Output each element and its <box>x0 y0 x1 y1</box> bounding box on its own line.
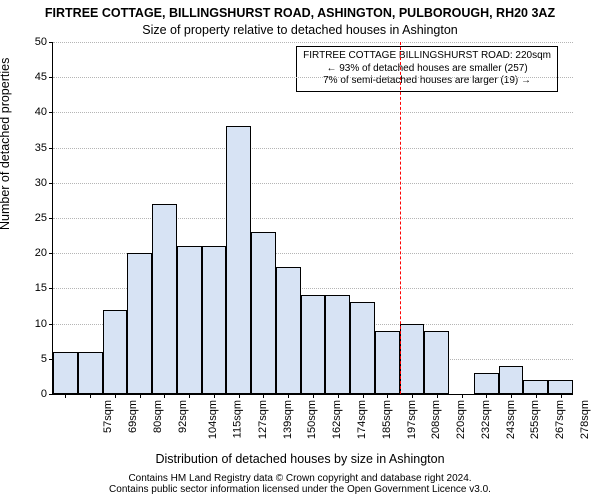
y-tick-label: 0 <box>41 388 47 400</box>
x-tick-label: 255sqm <box>529 400 541 439</box>
bar <box>152 204 177 394</box>
bar <box>375 331 400 394</box>
x-tick-label: 278sqm <box>579 400 591 439</box>
bar <box>177 246 202 394</box>
bar <box>78 352 103 394</box>
x-tick-label: 127sqm <box>257 400 269 439</box>
x-tick-label: 185sqm <box>381 400 393 439</box>
bar <box>226 126 251 394</box>
x-tick-label: 69sqm <box>127 400 139 433</box>
y-tick-label: 30 <box>35 177 47 189</box>
bar <box>548 380 573 394</box>
bar <box>301 295 326 394</box>
x-tick-label: 232sqm <box>480 400 492 439</box>
bar <box>523 380 548 394</box>
y-axis-label: Number of detached properties <box>0 58 12 230</box>
bar <box>202 246 227 394</box>
bar <box>251 232 276 394</box>
x-tick-label: 57sqm <box>102 400 114 433</box>
chart-title-address: FIRTREE COTTAGE, BILLINGSHURST ROAD, ASH… <box>0 6 600 20</box>
x-tick-label: 197sqm <box>406 400 418 439</box>
x-tick-label: 162sqm <box>331 400 343 439</box>
y-tick-label: 5 <box>41 353 47 365</box>
gridline <box>53 112 573 113</box>
y-tick-label: 50 <box>35 36 47 48</box>
x-tick-label: 220sqm <box>455 400 467 439</box>
y-tick-label: 45 <box>35 71 47 83</box>
footer-attribution: Contains HM Land Registry data © Crown c… <box>0 473 600 495</box>
x-tick-label: 139sqm <box>282 400 294 439</box>
x-tick-label: 174sqm <box>356 400 368 439</box>
gridline <box>53 77 573 78</box>
y-tick-label: 20 <box>35 247 47 259</box>
bar <box>400 324 425 394</box>
gridline <box>53 218 573 219</box>
bar <box>350 302 375 394</box>
y-tick-label: 40 <box>35 106 47 118</box>
bar <box>276 267 301 394</box>
y-tick-label: 25 <box>35 212 47 224</box>
x-tick-label: 115sqm <box>232 400 244 438</box>
chart-subtitle: Size of property relative to detached ho… <box>0 23 600 37</box>
bar <box>325 295 350 394</box>
chart-container: FIRTREE COTTAGE, BILLINGSHURST ROAD, ASH… <box>0 0 600 500</box>
x-axis-label: Distribution of detached houses by size … <box>0 452 600 466</box>
x-tick-label: 243sqm <box>505 400 517 439</box>
gridline <box>53 148 573 149</box>
plot-area: FIRTREE COTTAGE BILLINGSHURST ROAD: 220s… <box>52 42 573 395</box>
gridline <box>53 42 573 43</box>
y-tick-label: 15 <box>35 282 47 294</box>
annotation-line1: FIRTREE COTTAGE BILLINGSHURST ROAD: 220s… <box>303 50 551 61</box>
bar <box>474 373 499 394</box>
annotation-box: FIRTREE COTTAGE BILLINGSHURST ROAD: 220s… <box>296 46 558 92</box>
x-tick-label: 80sqm <box>152 400 164 433</box>
x-tick-label: 150sqm <box>307 400 319 439</box>
x-tick-label: 267sqm <box>554 400 566 439</box>
x-tick-label: 92sqm <box>177 400 189 433</box>
bar <box>424 331 449 394</box>
gridline <box>53 183 573 184</box>
x-tick-label: 104sqm <box>208 400 220 439</box>
y-tick-label: 35 <box>35 142 47 154</box>
annotation-line2: ← 93% of detached houses are smaller (25… <box>326 63 527 74</box>
bar <box>103 310 128 394</box>
x-tick-label: 208sqm <box>430 400 442 439</box>
bar <box>127 253 152 394</box>
marker-line <box>400 42 401 394</box>
bar <box>499 366 524 394</box>
y-tick-label: 10 <box>35 318 47 330</box>
bar <box>53 352 78 394</box>
